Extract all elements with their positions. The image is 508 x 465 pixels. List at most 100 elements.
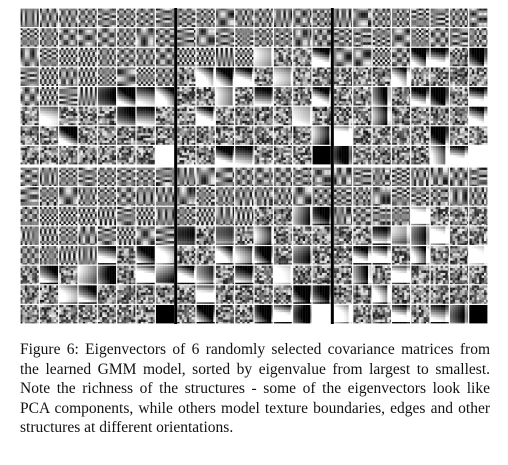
- eigenvector-tile: [254, 8, 273, 28]
- eigenvector-tile: [391, 265, 411, 285]
- eigenvector-tile: [293, 106, 312, 126]
- eigenvector-tile: [59, 47, 78, 67]
- eigenvector-tile: [254, 167, 273, 187]
- eigenvector-tile: [39, 246, 59, 265]
- eigenvector-tile: [78, 187, 97, 206]
- eigenvector-tile: [449, 226, 469, 245]
- eigenvector-tile: [177, 28, 196, 47]
- eigenvector-tile: [353, 167, 372, 187]
- eigenvector-tile: [469, 145, 488, 165]
- eigenvector-tile: [78, 145, 97, 165]
- eigenvector-tile: [177, 285, 196, 304]
- eigenvector-tile: [430, 87, 449, 106]
- eigenvector-tile: [235, 304, 254, 324]
- eigenvector-tile: [78, 226, 97, 245]
- eigenvector-tile: [333, 265, 353, 285]
- eigenvector-tile: [273, 106, 293, 126]
- eigenvector-tile: [215, 206, 235, 226]
- eigenvector-tile: [333, 106, 353, 126]
- eigenvector-tile: [117, 246, 136, 265]
- eigenvector-tile: [59, 246, 78, 265]
- eigenvector-tile: [196, 285, 215, 304]
- eigenvector-tile: [391, 47, 411, 67]
- eigenvector-tile: [59, 87, 78, 106]
- eigenvector-tile: [254, 126, 273, 145]
- eigenvector-tile: [117, 167, 136, 187]
- eigenvector-tile: [449, 167, 469, 187]
- eigenvector-tile: [411, 67, 430, 86]
- eigenvector-tile: [39, 285, 59, 304]
- panel-divider: [330, 8, 334, 324]
- eigenvector-tile: [353, 226, 372, 245]
- eigenvector-tile: [97, 226, 117, 245]
- figure-caption-text: Eigenvectors of 6 randomly selected cova…: [20, 341, 490, 436]
- eigenvector-tile: [293, 187, 312, 206]
- eigenvector-tile: [391, 167, 411, 187]
- eigenvector-tile: [196, 67, 215, 86]
- eigenvector-tile: [215, 265, 235, 285]
- eigenvector-tile: [293, 167, 312, 187]
- eigenvector-tile: [411, 187, 430, 206]
- eigenvector-tile: [391, 304, 411, 324]
- eigenvector-tile: [391, 285, 411, 304]
- eigenvector-tile: [117, 145, 136, 165]
- eigenvector-tile: [97, 206, 117, 226]
- eigenvector-tile: [20, 87, 39, 106]
- eigenvector-tile: [78, 246, 97, 265]
- eigenvector-tile: [59, 8, 78, 28]
- eigenvector-tile: [372, 106, 391, 126]
- eigenvector-tile: [136, 126, 155, 145]
- eigenvector-tile: [449, 8, 469, 28]
- eigenvector-tile: [136, 145, 155, 165]
- eigenvector-tile: [155, 47, 175, 67]
- eigenvector-tile: [235, 145, 254, 165]
- eigenvector-tile: [215, 8, 235, 28]
- eigenvector-tile: [411, 145, 430, 165]
- eigenvector-tile: [430, 8, 449, 28]
- eigenvector-tile: [59, 265, 78, 285]
- eigenvector-tile: [333, 167, 353, 187]
- eigenvector-tile: [333, 206, 353, 226]
- eigenvector-tile: [97, 285, 117, 304]
- eigenvector-tile: [273, 47, 293, 67]
- eigenvector-tile: [293, 28, 312, 47]
- eigenvector-tile: [196, 304, 215, 324]
- eigenvector-tile: [273, 87, 293, 106]
- eigenvector-tile: [312, 246, 331, 265]
- eigenvector-tile: [353, 285, 372, 304]
- eigenvector-tile: [177, 126, 196, 145]
- eigenvector-tile: [235, 67, 254, 86]
- eigenvector-tile: [391, 126, 411, 145]
- eigenvector-tile: [235, 126, 254, 145]
- eigenvector-tile: [449, 28, 469, 47]
- eigenvector-tile: [39, 167, 59, 187]
- eigenvector-tile: [430, 145, 449, 165]
- eigenvector-tile: [293, 265, 312, 285]
- eigenvector-tile: [177, 87, 196, 106]
- eigenvector-tile: [372, 87, 391, 106]
- eigenvector-tile: [97, 87, 117, 106]
- eigenvector-tile: [39, 187, 59, 206]
- eigenvector-tile: [97, 28, 117, 47]
- eigenvector-tile: [97, 187, 117, 206]
- eigenvector-tile: [372, 126, 391, 145]
- eigenvector-tile: [293, 126, 312, 145]
- eigenvector-tile: [372, 206, 391, 226]
- eigenvector-tile: [312, 265, 331, 285]
- eigenvector-tile: [136, 187, 155, 206]
- eigenvector-tile: [177, 8, 196, 28]
- eigenvector-tile: [78, 265, 97, 285]
- eigenvector-tile: [97, 145, 117, 165]
- eigenvector-tile: [333, 47, 353, 67]
- eigenvector-tile: [372, 28, 391, 47]
- eigenvector-tile: [391, 145, 411, 165]
- eigenvector-tile: [59, 106, 78, 126]
- eigenvector-tile: [117, 206, 136, 226]
- eigenvector-tile: [97, 126, 117, 145]
- eigenvector-tile: [117, 187, 136, 206]
- eigenvector-tile: [273, 265, 293, 285]
- eigenvector-tile: [273, 67, 293, 86]
- eigenvector-tile: [39, 265, 59, 285]
- eigenvector-tile: [312, 47, 331, 67]
- eigenvector-tile: [215, 87, 235, 106]
